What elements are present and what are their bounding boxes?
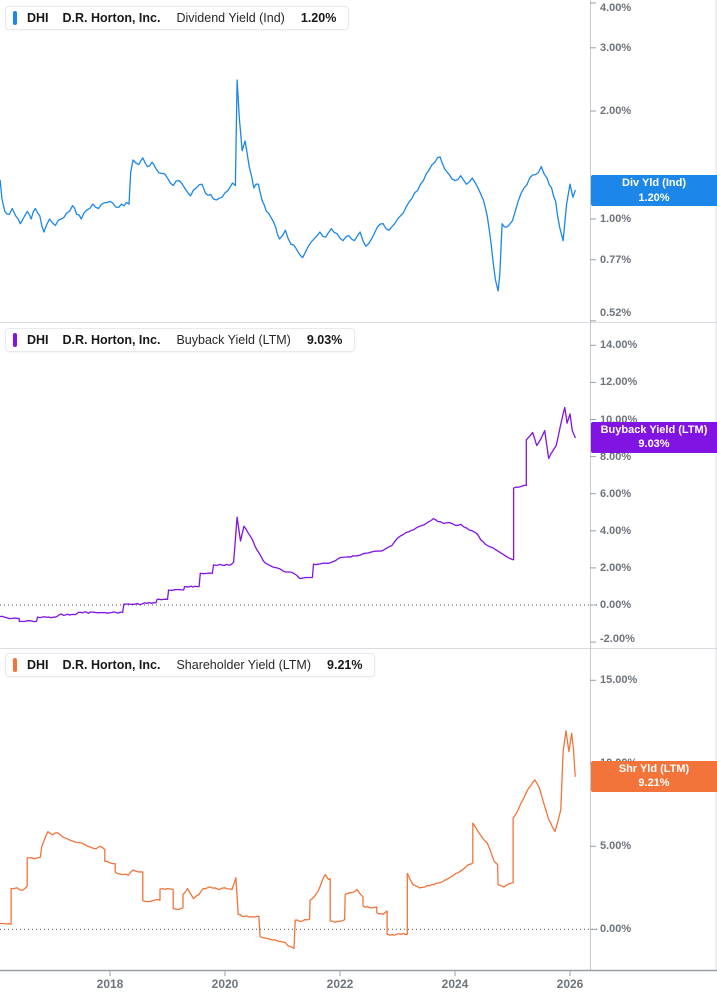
metric-name: Shareholder Yield (LTM)	[176, 658, 312, 672]
legend-accent-bar	[13, 333, 17, 347]
x-axis-tick-label: 2026	[556, 977, 584, 991]
x-axis-tick-label: 2022	[326, 977, 354, 991]
legend-buyback-yield[interactable]: DHI D.R. Horton, Inc. Buyback Yield (LTM…	[5, 328, 356, 352]
y-axis-tick-label: 0.52%	[600, 307, 632, 319]
series-line	[0, 406, 576, 623]
metric-name: Buyback Yield (LTM)	[176, 333, 291, 347]
legend-dividend-yield[interactable]: DHI D.R. Horton, Inc. Dividend Yield (In…	[5, 6, 350, 30]
x-axis-tick-label: 2020	[211, 977, 239, 991]
badge-label: Shr Yld (LTM)	[618, 763, 690, 776]
y-axis-tick-label: 4.00%	[600, 2, 632, 14]
metric-current-value: 9.21%	[327, 658, 363, 672]
y-axis-tick-label: 4.00%	[600, 524, 632, 537]
last-value-badge-buyback-yield: Buyback Yield (LTM) 9.03%	[591, 421, 717, 453]
badge-value: 1.20%	[638, 191, 670, 204]
y-axis-tick-label: 8.00%	[600, 450, 632, 463]
last-value-badge-dividend-yield: Div Yld (Ind) 1.20%	[591, 175, 717, 207]
y-axis-tick-label: 2.00%	[600, 104, 632, 117]
badge-label: Buyback Yield (LTM)	[600, 424, 708, 437]
badge-value: 9.03%	[638, 438, 670, 451]
series-line	[0, 730, 576, 950]
y-axis-tick-label: 2.00%	[600, 561, 632, 574]
y-axis-tick-label: 15.00%	[600, 674, 638, 687]
metric-current-value: 1.20%	[300, 11, 337, 25]
y-axis-tick-label: -2.00%	[600, 633, 635, 645]
x-axis-tick-label: 2018	[96, 977, 124, 991]
ticker-label: DHI	[27, 11, 49, 25]
y-axis-tick-label: 0.00%	[600, 923, 632, 936]
legend-accent-bar	[13, 658, 17, 672]
badge-value: 9.21%	[638, 777, 670, 790]
legend-shareholder-yield[interactable]: DHI D.R. Horton, Inc. Shareholder Yield …	[5, 653, 376, 677]
x-axis-tick-label: 2024	[441, 977, 469, 991]
y-axis-tick-label: 0.00%	[600, 599, 632, 611]
metric-name: Dividend Yield (Ind)	[176, 11, 285, 25]
y-axis-tick-label: 1.00%	[600, 213, 632, 225]
legend-accent-bar	[13, 11, 17, 25]
company-name: D.R. Horton, Inc.	[62, 333, 161, 347]
y-axis-tick-label: 6.00%	[600, 487, 632, 500]
y-axis-tick-label: 14.00%	[600, 339, 638, 352]
y-axis-tick-label: 12.00%	[600, 376, 638, 389]
company-name: D.R. Horton, Inc.	[62, 658, 161, 672]
y-axis-tick-label: 3.00%	[600, 41, 632, 54]
last-value-badge-shareholder-yield: Shr Yld (LTM) 9.21%	[591, 760, 717, 792]
company-name: D.R. Horton, Inc.	[62, 11, 161, 25]
metric-current-value: 9.03%	[306, 333, 343, 347]
ticker-label: DHI	[27, 333, 49, 347]
series-line	[0, 79, 576, 292]
badge-label: Div Yld (Ind)	[622, 177, 686, 190]
y-axis-tick-label: 0.77%	[600, 253, 632, 266]
y-axis-tick-label: 5.00%	[600, 840, 632, 853]
ticker-label: DHI	[27, 658, 49, 672]
